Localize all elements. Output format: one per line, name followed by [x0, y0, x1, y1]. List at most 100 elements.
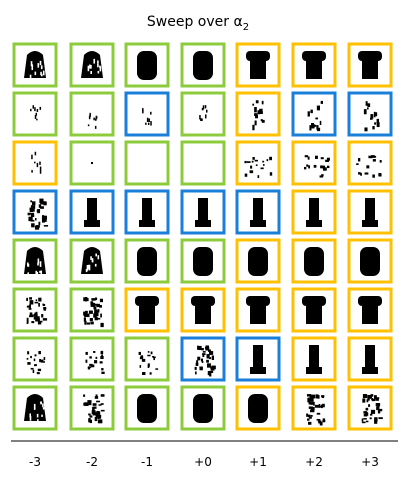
frame-blue	[291, 91, 337, 137]
glyph-pixel	[38, 297, 42, 302]
glyph-pixel	[90, 364, 95, 368]
glyph-pixel	[30, 205, 36, 209]
frame-green	[69, 287, 115, 333]
glyph-body	[137, 394, 157, 423]
glyph-pixel	[96, 410, 100, 414]
glyph-pixel	[91, 302, 95, 307]
glyph-pixel	[252, 103, 255, 106]
glyph-pixel	[376, 118, 380, 124]
frame-orange	[347, 385, 393, 431]
cell-r8-c2	[69, 385, 115, 431]
glyph-shoulders	[191, 296, 215, 306]
glyph-pixel	[41, 216, 45, 219]
glyph-pixel	[365, 420, 369, 423]
glyph-pixel	[362, 394, 368, 399]
image-grid	[12, 42, 393, 431]
cell-r3-c3	[124, 140, 170, 186]
glyph-pixel	[148, 118, 150, 122]
glyph-gap	[39, 261, 42, 267]
glyph-pixel	[92, 412, 97, 416]
glyph-pixel	[39, 166, 42, 171]
glyph-pixel	[99, 305, 102, 308]
glyph-gap	[40, 270, 43, 276]
cell-r1-c7	[347, 42, 393, 88]
glyph-pixel	[376, 122, 380, 128]
glyph-pixel	[206, 363, 211, 368]
glyph-pixel	[307, 397, 310, 403]
glyph-pixel	[252, 124, 255, 131]
glyph-pixel	[316, 419, 321, 421]
glyph-pixel	[370, 413, 373, 416]
cell-r3-c7	[347, 140, 393, 186]
cell-r8-c1	[12, 385, 58, 431]
glyph-pixel	[41, 314, 44, 318]
glyph-pixel	[140, 355, 144, 358]
glyph-pixel	[369, 417, 372, 420]
glyph-pixel	[205, 348, 210, 351]
frame-green	[69, 336, 115, 382]
glyph-pixel	[254, 159, 258, 162]
glyph-column	[142, 198, 152, 227]
glyph-pixel	[262, 160, 265, 163]
cell-r2-c6	[291, 91, 337, 137]
glyph-pixel	[90, 321, 94, 325]
frame-orange	[347, 140, 393, 186]
glyph-pixel	[84, 297, 88, 302]
glyph-pixel	[367, 395, 371, 399]
cell-r7-c2	[69, 336, 115, 382]
frame-green	[124, 140, 170, 186]
glyph-gap	[29, 413, 32, 418]
glyph-pixel	[366, 165, 370, 169]
glyph-pixel	[28, 216, 33, 222]
glyph-gap	[36, 413, 39, 418]
frame-blue	[12, 189, 58, 235]
cell-r4-c5	[235, 189, 281, 235]
frame-green	[124, 336, 170, 382]
glyph-pixel	[318, 420, 321, 424]
cell-r1-c6	[291, 42, 337, 88]
glyph-pixel	[39, 161, 41, 165]
glyph-pixel	[199, 115, 201, 120]
x-tick-label-7: +3	[361, 455, 379, 469]
glyph-pixel	[89, 112, 91, 117]
glyph-pixel	[30, 200, 33, 203]
glyph-pixel	[34, 301, 39, 304]
glyph-body	[193, 51, 213, 80]
glyph-pixel	[356, 163, 359, 166]
glyph-gap	[99, 66, 102, 72]
glyph-pixel	[29, 304, 31, 309]
glyph-column	[309, 198, 319, 227]
chart-title-base: Sweep over α	[147, 14, 243, 30]
glyph-pixel	[30, 219, 35, 222]
glyph-pixel	[320, 404, 323, 409]
glyph-pixel	[200, 358, 204, 362]
cell-r3-c6	[291, 140, 337, 186]
frame-green	[12, 91, 58, 137]
glyph-pixel	[39, 169, 42, 174]
glyph-pixel	[40, 359, 44, 363]
glyph-pixel	[39, 106, 42, 110]
cell-r7-c6	[291, 336, 337, 382]
glyph-pixel	[39, 198, 44, 204]
glyph-pixel	[255, 164, 258, 166]
glyph-pixel	[374, 122, 377, 125]
glyph-pixel	[309, 397, 314, 402]
glyph-gap	[97, 63, 99, 68]
glyph-pixel	[374, 417, 378, 422]
glyph-pixel	[31, 321, 35, 324]
glyph-pixel	[322, 165, 326, 169]
glyph-pixel	[310, 402, 315, 405]
glyph-pixel	[91, 298, 96, 301]
glyph-gap	[31, 64, 34, 71]
glyph-pixel	[357, 157, 361, 162]
cell-r6-c6	[291, 287, 337, 333]
glyph-pixel	[38, 302, 40, 307]
cell-r6-c4	[180, 287, 226, 333]
glyph-pixel	[316, 412, 321, 415]
cell-r3-c4	[180, 140, 226, 186]
glyph-base	[306, 367, 322, 374]
glyph-pixel	[269, 172, 273, 176]
chart-title-sub: 2	[243, 22, 249, 33]
glyph-pixel	[34, 107, 36, 112]
glyph-pixel	[37, 368, 42, 372]
